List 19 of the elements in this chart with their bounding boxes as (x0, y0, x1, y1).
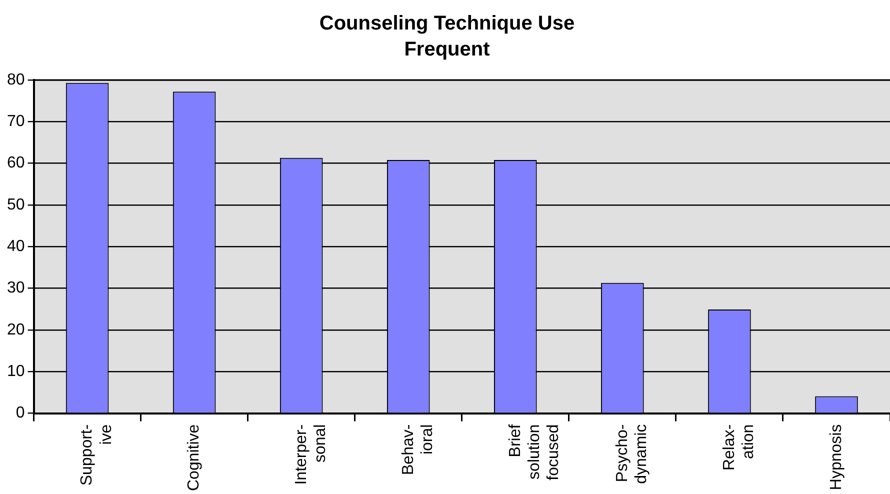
y-tick-label: 10 (7, 363, 25, 380)
x-tick-label: Cognitive (186, 424, 203, 491)
x-tick-label: Interper- sonal (292, 424, 329, 485)
y-tick-label: 80 (7, 71, 25, 88)
x-tick-label: Psycho- dynamic (614, 424, 650, 484)
y-tick-label: 0 (16, 404, 25, 422)
x-tick-label: Relax- ation (720, 424, 758, 471)
y-tick-label: 60 (7, 154, 25, 172)
x-tick-label: Hypnosis (828, 424, 845, 490)
chart-title: Counseling Technique Use (319, 12, 575, 35)
x-tick-label: Support- ive (78, 424, 115, 486)
y-tick-label: 50 (7, 196, 25, 214)
chart-subtitle: Frequent (404, 38, 490, 61)
y-tick-label: 30 (7, 280, 25, 297)
x-tick-label: Brief solution focused (506, 424, 562, 480)
x-tick-label: Behav- ioral (400, 424, 436, 475)
y-tick-label: 40 (7, 238, 25, 256)
y-tick-label: 20 (7, 321, 25, 338)
y-tick-label: 70 (7, 113, 25, 130)
